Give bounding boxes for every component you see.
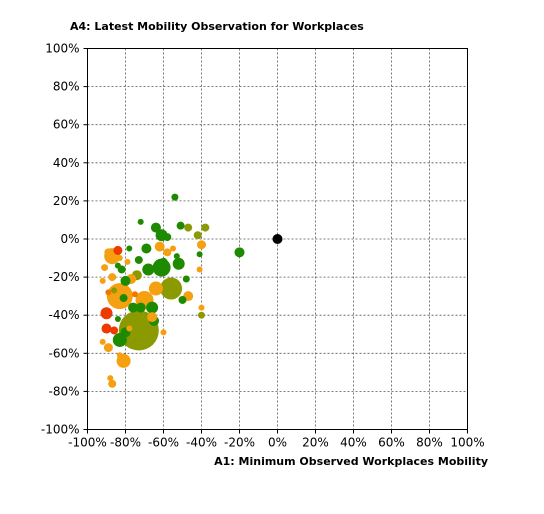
- x-tick-label: 20%: [302, 436, 329, 450]
- x-tick-label: 100%: [450, 436, 484, 450]
- data-point: [111, 287, 118, 294]
- data-point: [163, 248, 172, 257]
- data-point: [147, 312, 158, 323]
- data-point: [107, 375, 114, 382]
- data-point: [171, 193, 179, 201]
- x-tick-label: -60%: [148, 436, 179, 450]
- data-point: [178, 295, 187, 304]
- data-point: [160, 329, 167, 336]
- x-axis-label: A1: Minimum Observed Workplaces Mobility: [214, 455, 488, 468]
- y-tick-label: 60%: [53, 118, 80, 132]
- data-point: [170, 245, 176, 252]
- data-point: [137, 218, 144, 225]
- data-point: [184, 223, 193, 232]
- data-point: [272, 234, 283, 244]
- data-point: [148, 281, 163, 296]
- data-point: [120, 275, 131, 286]
- data-point: [116, 352, 123, 359]
- data-point: [196, 251, 203, 258]
- data-point: [104, 248, 113, 257]
- data-point: [182, 275, 190, 283]
- data-point: [193, 231, 202, 240]
- data-point: [197, 240, 206, 250]
- data-point: [103, 343, 113, 353]
- y-tick-label: -60%: [48, 346, 79, 360]
- data-point: [108, 273, 117, 282]
- data-point: [119, 294, 128, 303]
- chart-title: A4: Latest Mobility Observation for Work…: [70, 20, 364, 33]
- y-tick-label: 80%: [53, 80, 80, 94]
- x-tick-label: -80%: [110, 436, 141, 450]
- data-point: [142, 263, 155, 276]
- x-tick-label: -100%: [68, 436, 107, 450]
- data-point: [101, 264, 109, 272]
- data-point: [114, 262, 121, 269]
- data-point: [146, 301, 159, 314]
- data-point: [198, 304, 205, 311]
- data-point: [139, 312, 146, 319]
- data-point: [196, 266, 203, 273]
- x-tick-label: 0%: [268, 436, 287, 450]
- y-tick-label: -40%: [48, 308, 79, 322]
- data-point: [101, 323, 112, 334]
- data-point: [126, 325, 133, 332]
- data-point: [116, 255, 123, 262]
- x-tick-label: -40%: [186, 436, 217, 450]
- data-point: [141, 243, 152, 254]
- y-tick-label: -80%: [48, 384, 79, 398]
- data-point: [126, 245, 133, 252]
- data-point: [160, 277, 183, 300]
- data-point: [159, 257, 168, 266]
- data-point: [154, 241, 165, 252]
- data-point: [173, 253, 180, 260]
- y-tick-label: -20%: [48, 270, 79, 284]
- y-tick-label: 0%: [60, 232, 79, 246]
- data-point: [134, 255, 143, 264]
- data-point: [99, 338, 106, 345]
- y-tick-label: -100%: [41, 423, 80, 437]
- x-tick-label: 60%: [378, 436, 405, 450]
- data-point: [163, 233, 172, 242]
- data-point: [128, 302, 139, 313]
- data-points: [99, 193, 283, 388]
- data-point: [105, 289, 112, 296]
- x-tick-label: 40%: [340, 436, 367, 450]
- data-point: [150, 222, 161, 233]
- data-point: [172, 257, 185, 270]
- data-point: [198, 311, 205, 319]
- data-point: [100, 307, 113, 320]
- data-point: [176, 221, 185, 230]
- y-tick-label: 100%: [45, 42, 79, 56]
- data-point: [108, 379, 117, 388]
- data-point: [132, 291, 138, 298]
- data-point: [201, 223, 210, 232]
- data-point: [99, 277, 106, 284]
- x-tick-label: 80%: [416, 436, 443, 450]
- data-point: [110, 326, 119, 335]
- x-tick-label: -20%: [224, 436, 255, 450]
- data-point: [124, 258, 131, 265]
- tick-labels: -100% -80% -60% -40% -20% 0% 20% 40% 60% 80% 100%1…: [41, 42, 485, 450]
- data-point: [114, 316, 121, 323]
- y-tick-label: 20%: [53, 194, 80, 208]
- data-point: [113, 245, 123, 255]
- data-point: [135, 302, 146, 313]
- grid: [87, 48, 468, 430]
- data-point: [234, 247, 245, 258]
- y-tick-label: 40%: [53, 156, 80, 170]
